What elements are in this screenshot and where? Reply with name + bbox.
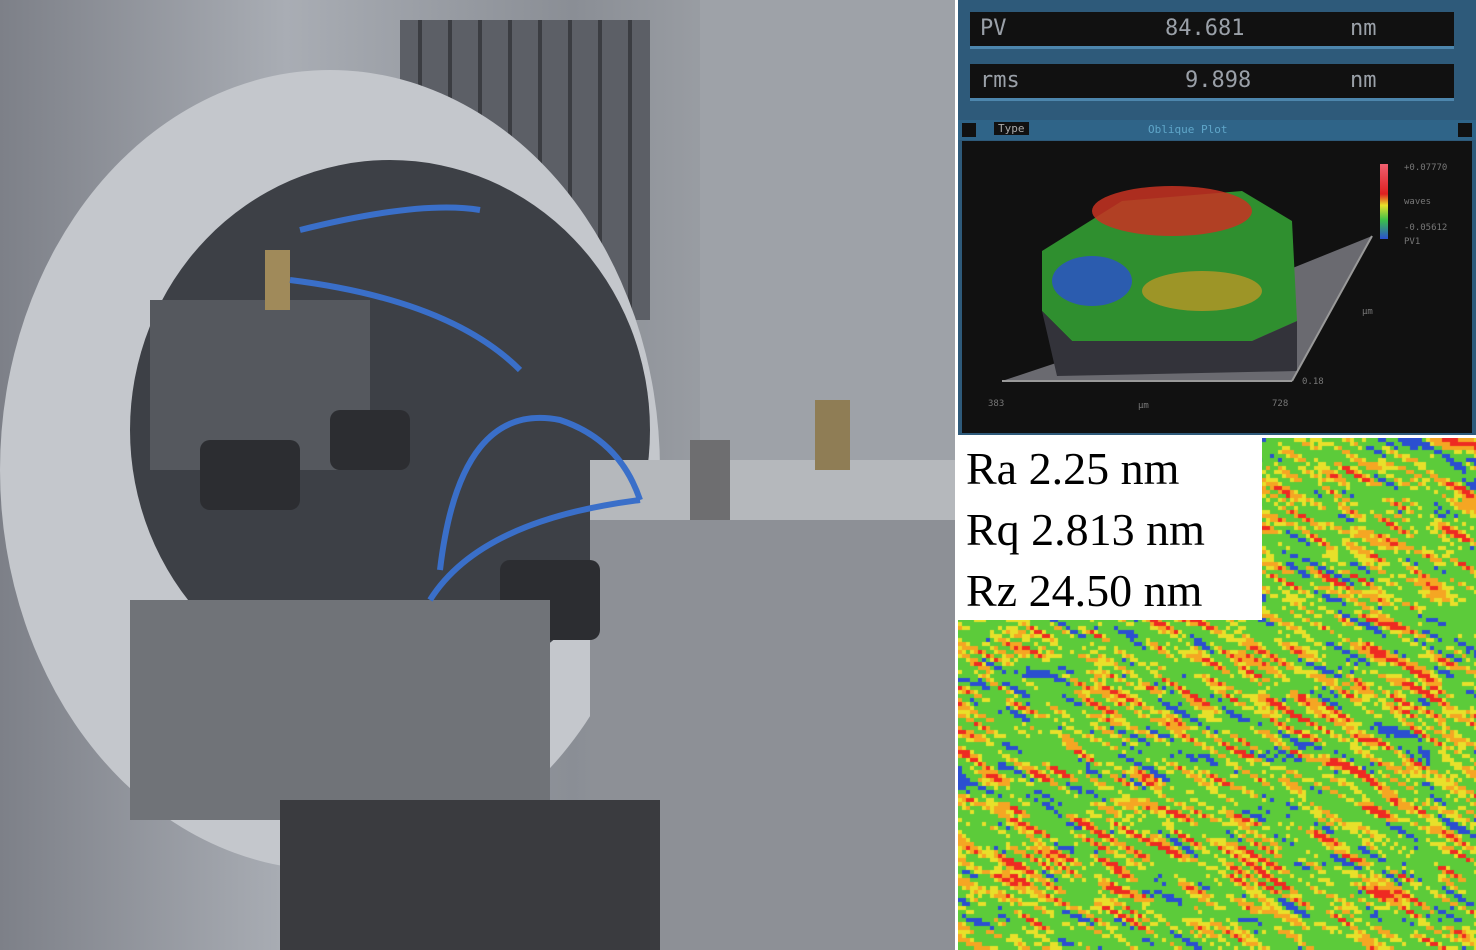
rms-value: 9.898 xyxy=(1185,68,1252,93)
rms-label: rms xyxy=(980,68,1020,93)
y-tick: 0.18 xyxy=(1302,377,1324,387)
scale-extra: PV1 xyxy=(1404,237,1421,247)
pv-readout: PV 84.681 nm xyxy=(970,12,1454,49)
scale-unit: waves xyxy=(1404,197,1432,207)
roughness-map-panel: Ra 2.25 nm Rq 2.813 nm Rz 24.50 nm xyxy=(958,438,1476,950)
pv-label: PV xyxy=(980,16,1007,41)
rms-unit: nm xyxy=(1350,68,1377,93)
surface-peak-region xyxy=(1092,186,1252,236)
rq-value: Rq 2.813 nm xyxy=(966,504,1205,555)
plot-type-button[interactable]: Type xyxy=(994,122,1029,135)
plot-title: Oblique Plot xyxy=(1148,123,1228,136)
surface-valley-region xyxy=(1052,256,1132,306)
pv-unit: nm xyxy=(1350,16,1377,41)
ra-value: Ra 2.25 nm xyxy=(966,443,1180,494)
y-unit: µm xyxy=(1362,307,1373,317)
machine-photo xyxy=(0,0,955,950)
interferometer-panel: PV 84.681 nm rms 9.898 nm Type Oblique P… xyxy=(958,0,1476,435)
color-scale-bar xyxy=(1380,164,1388,239)
surface-3d-plot xyxy=(1002,164,1388,382)
plot-menu-button[interactable] xyxy=(962,123,976,137)
plot-toolbar: Type Oblique Plot xyxy=(958,120,1476,140)
rms-readout: rms 9.898 nm xyxy=(970,64,1454,101)
rz-value: Rz 24.50 nm xyxy=(966,565,1203,616)
oblique-plot: +0.07770 waves -0.05612 PV1 µm 0.18 383 … xyxy=(962,141,1472,433)
scale-min: -0.05612 xyxy=(1404,223,1448,233)
roughness-stats: Ra 2.25 nm Rq 2.813 nm Rz 24.50 nm xyxy=(958,438,1262,620)
scale-max: +0.07770 xyxy=(1404,163,1448,173)
plot-tool-icon[interactable] xyxy=(1458,123,1472,137)
x-start: 383 xyxy=(988,399,1005,409)
pv-value: 84.681 xyxy=(1165,16,1245,41)
machine-illustration xyxy=(0,0,955,950)
x-unit: µm xyxy=(1138,401,1149,411)
x-end: 728 xyxy=(1272,399,1289,409)
